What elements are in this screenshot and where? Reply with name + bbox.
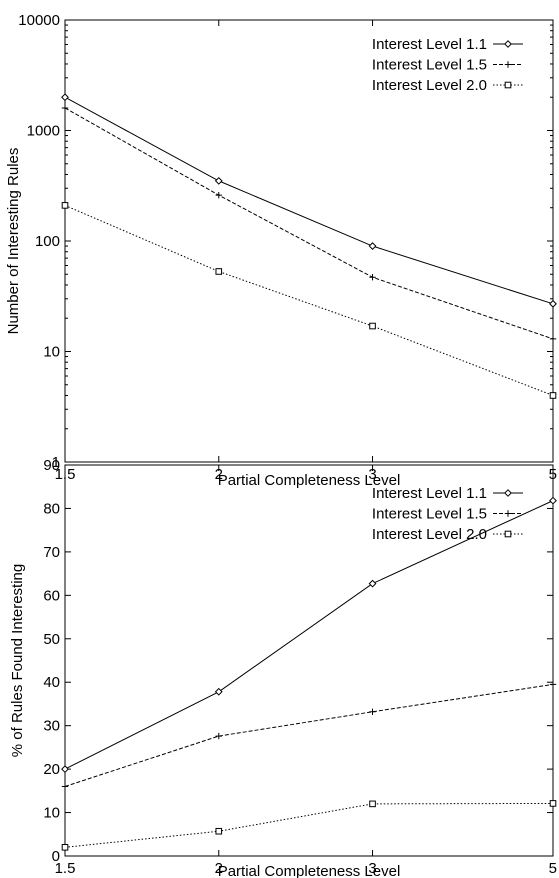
data-point-1 [214,176,223,185]
data-point-1 [549,299,557,308]
series-line-2 [64,107,554,340]
data-point-3 [215,827,223,835]
y-tick-label: 70 [43,544,60,561]
data-point-2 [215,732,222,740]
y-tick-label: 10 [43,344,60,361]
y-tick-label: 100 [35,233,60,250]
legend-label-2: Interest Level 1.5 [372,506,487,523]
x-tick-label: 3 [368,860,376,877]
series-line-3 [64,802,554,848]
y-tick-label: 40 [43,674,60,691]
data-point-3 [369,322,376,330]
data-point-3 [215,268,223,275]
data-point-2 [215,191,222,199]
data-point-3 [61,844,69,851]
legend-marker-1 [504,40,512,48]
data-point-2 [549,681,557,688]
data-point-1 [214,687,223,696]
series-line-3 [64,204,554,396]
x-axis-label: Partial Completeness Level [218,863,401,878]
series-line-1 [64,96,554,305]
y-tick-label: 20 [43,761,60,778]
data-point-2 [61,783,69,790]
legend-marker-1 [504,489,512,497]
y-tick-label: 30 [43,718,60,735]
data-point-2 [369,274,376,281]
legend-marker-2 [504,61,512,68]
series-line-2 [64,683,554,787]
legend-label-3: Interest Level 2.0 [372,526,487,543]
y-tick-label: 80 [43,500,60,517]
data-point-3 [549,800,557,807]
x-tick-label: 3 [368,466,376,483]
legend-marker-3 [504,81,512,89]
data-point-1 [61,765,69,774]
plot-frame [64,464,554,857]
data-point-3 [369,800,376,808]
data-point-2 [369,708,376,715]
legend-marker-3 [504,530,512,538]
legend-label-1: Interest Level 1.1 [372,36,487,53]
y-tick-label: 1000 [27,123,60,140]
data-point-1 [368,579,377,588]
y-tick-label: 10000 [18,12,60,29]
x-tick-label: 2 [215,466,223,483]
y-tick-label: 10 [43,805,60,822]
legend-label-1: Interest Level 1.1 [372,485,487,502]
x-tick-label: 2 [215,860,223,877]
legend-marker-2 [504,510,512,517]
data-point-1 [61,93,69,102]
y-tick-label: 60 [43,587,60,604]
data-point-3 [61,202,69,209]
series-line-1 [64,500,554,770]
data-point-1 [549,496,557,505]
y-tick-label: 0 [52,848,60,865]
chart-2: 0 10 20 30 40 50 60 70 80 90 1.5 2 3 5 Partial Complet… [9,457,557,878]
legend-label-3: Interest Level 2.0 [372,77,487,94]
x-tick-label: 5 [549,860,557,877]
data-point-1 [368,242,377,250]
data-point-3 [549,392,557,399]
data-point-2 [61,104,69,112]
y-tick-label: 90 [43,457,60,474]
y-axis-label: Number of Interesting Rules [5,148,22,335]
y-tick-label: 1 [52,454,60,471]
x-axis-label: Partial Completeness Level [218,472,401,489]
legend-label-2: Interest Level 1.5 [372,57,487,74]
data-point-2 [549,335,557,343]
x-tick-label: 1.5 [55,860,76,877]
y-axis-label: % of Rules Found Interesting [9,564,26,757]
y-tick-label: 50 [43,631,60,648]
